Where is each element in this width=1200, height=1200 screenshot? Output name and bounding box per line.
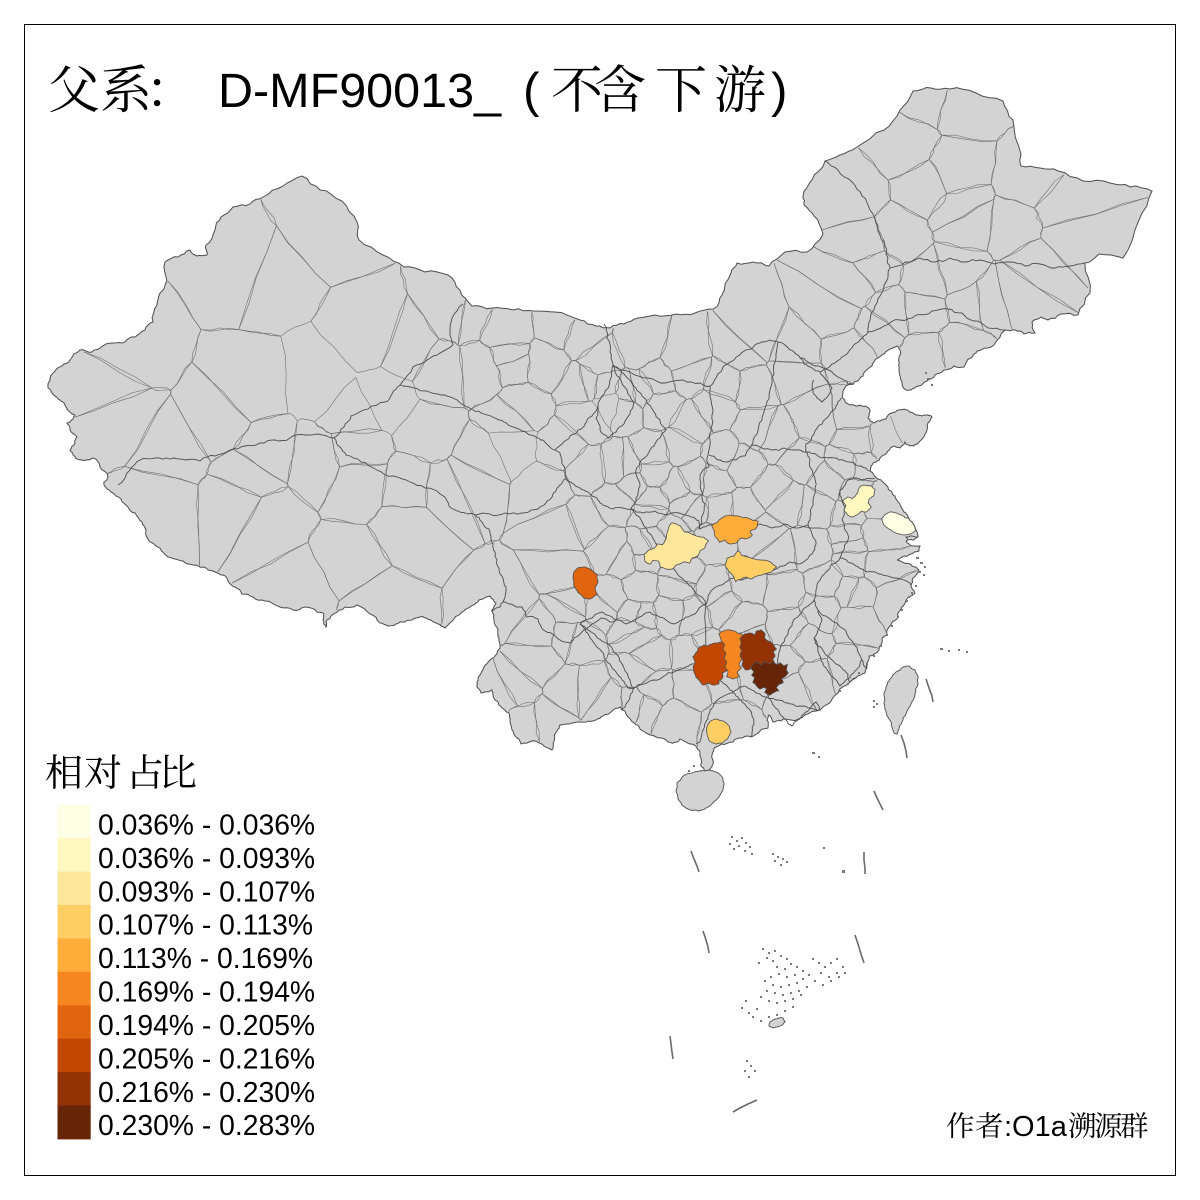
svg-text:0.230% - 0.283%: 0.230% - 0.283% (98, 1109, 315, 1141)
svg-text:0.216% - 0.230%: 0.216% - 0.230% (98, 1076, 315, 1108)
svg-text:0.036% - 0.093%: 0.036% - 0.093% (98, 842, 315, 874)
svg-text:D-MF90013_: D-MF90013_ (218, 64, 502, 118)
svg-text:0.194% - 0.205%: 0.194% - 0.205% (98, 1009, 315, 1041)
svg-text::O1a: :O1a (1004, 1111, 1068, 1143)
svg-text:0.107% - 0.113%: 0.107% - 0.113% (98, 909, 313, 941)
svg-text:0.169% - 0.194%: 0.169% - 0.194% (98, 976, 315, 1008)
svg-text:0.205% - 0.216%: 0.205% - 0.216% (98, 1042, 315, 1074)
svg-text:0.036% - 0.036%: 0.036% - 0.036% (98, 808, 315, 840)
svg-text:(: ( (523, 63, 540, 118)
svg-text:): ) (771, 63, 787, 118)
svg-text:0.113% - 0.169%: 0.113% - 0.169% (98, 942, 313, 974)
svg-text:0.093% - 0.107%: 0.093% - 0.107% (98, 875, 315, 907)
